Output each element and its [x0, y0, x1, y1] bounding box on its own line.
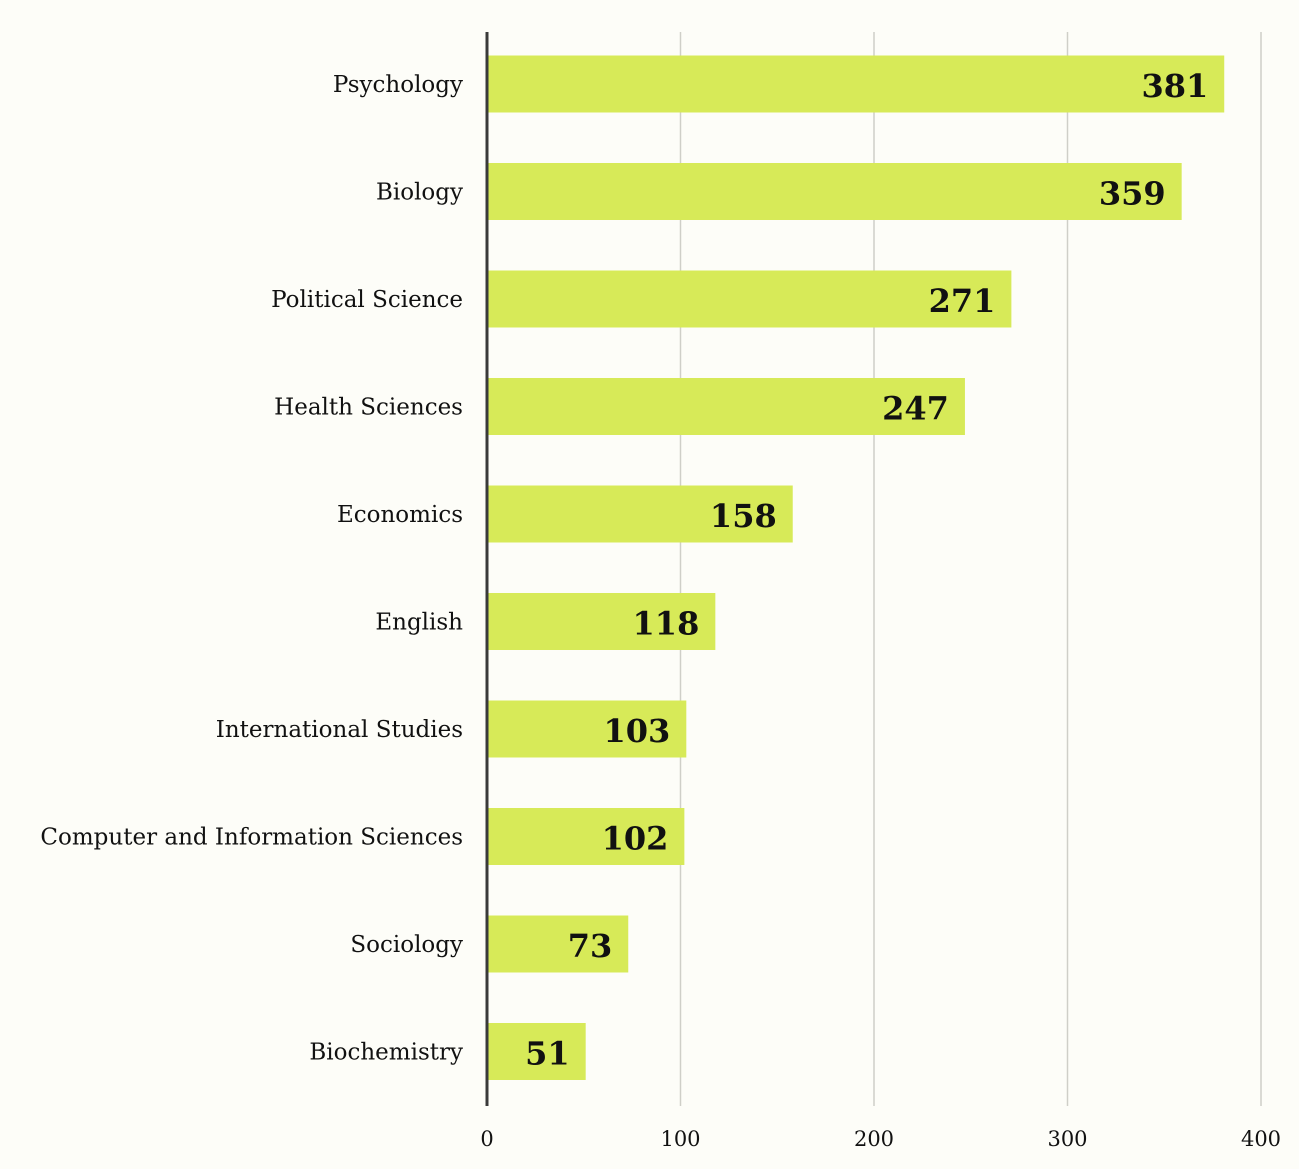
bar: [487, 593, 716, 650]
x-tick-label: 200: [854, 1127, 894, 1151]
x-tick-label: 300: [1047, 1127, 1087, 1151]
bars: [487, 55, 1225, 1080]
category-label: Biochemistry: [309, 1040, 463, 1066]
value-label: 103: [604, 712, 671, 750]
x-tick-label: 100: [660, 1127, 700, 1151]
bar: [487, 485, 793, 543]
bar: [487, 55, 1225, 113]
value-label: 381: [1141, 67, 1208, 105]
bar: [487, 163, 1182, 220]
category-label: Health Sciences: [274, 395, 463, 421]
value-label: 73: [568, 927, 613, 965]
value-labels: 381 359 271 247 158 118 103 102 73 51: [525, 67, 1208, 1073]
value-label: 102: [602, 820, 669, 858]
category-label: Biology: [376, 180, 463, 206]
bar: [487, 378, 965, 435]
value-label: 158: [710, 497, 777, 535]
value-label: 359: [1099, 175, 1166, 213]
value-label: 118: [633, 605, 700, 643]
bar: [487, 808, 685, 865]
category-label: Economics: [337, 502, 463, 528]
category-label: English: [375, 610, 463, 636]
bar: [487, 915, 629, 973]
bar: [487, 1023, 586, 1080]
category-label: Psychology: [333, 72, 463, 98]
category-label: Sociology: [350, 932, 463, 958]
value-label: 247: [882, 390, 949, 428]
category-label: International Studies: [216, 717, 463, 743]
category-label: Computer and Information Sciences: [40, 825, 463, 851]
x-tick-label: 400: [1241, 1127, 1281, 1151]
category-label: Political Science: [271, 287, 463, 313]
x-tick-labels: 0 100 200 300 400: [480, 1127, 1281, 1151]
x-tick-label: 0: [480, 1127, 493, 1151]
bar: [487, 700, 687, 758]
value-label: 51: [525, 1035, 570, 1073]
bar: [487, 270, 1012, 328]
value-label: 271: [929, 282, 996, 320]
category-labels: Psychology Biology Political Science Health…: [40, 72, 463, 1066]
